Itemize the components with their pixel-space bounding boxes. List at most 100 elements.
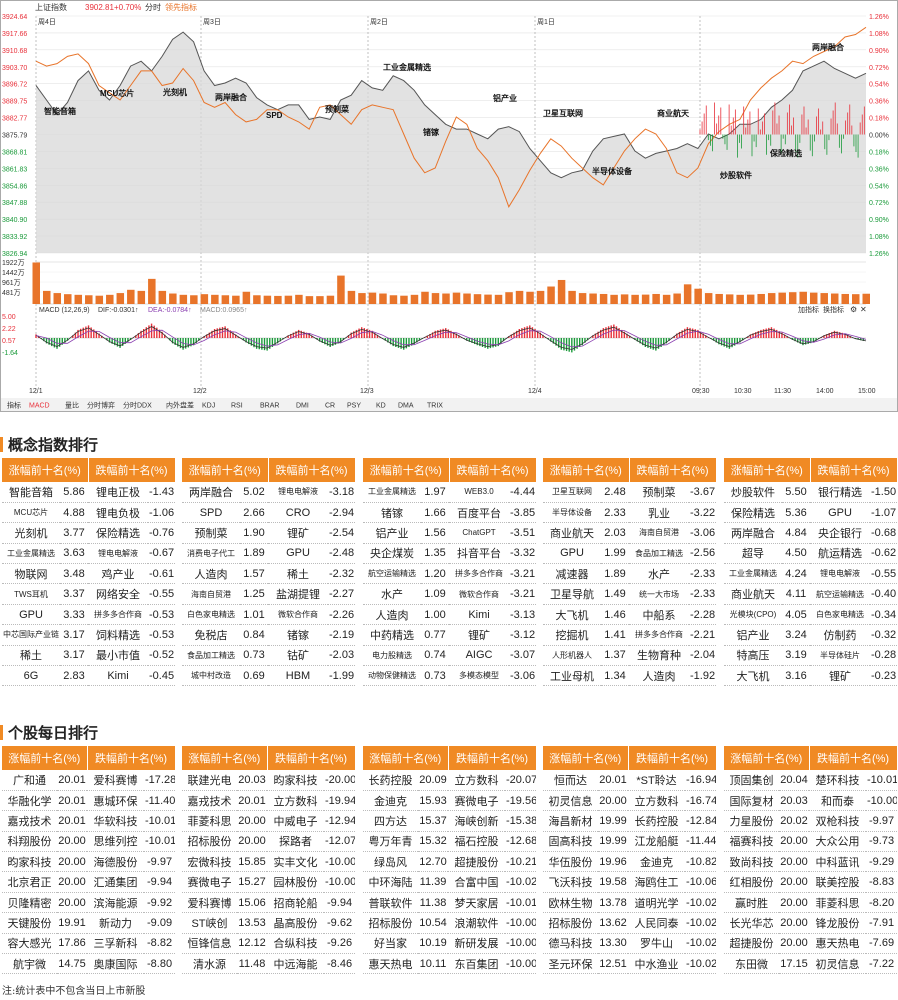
gainer-name[interactable]: 卫星导航 (543, 583, 601, 605)
loser-name[interactable]: 多模态模型 (449, 665, 510, 687)
gainer-name[interactable]: 赢时胜 (724, 892, 779, 914)
switch-indicator-button[interactable]: 换指标 (823, 305, 844, 314)
gainer-name[interactable]: 固高科技 (543, 831, 598, 853)
gainer-name[interactable]: 炒股软件 (724, 482, 782, 503)
gainer-name[interactable]: 消费电子代工 (182, 543, 240, 565)
loser-name[interactable]: GPU (268, 543, 329, 565)
gainer-name[interactable]: 力星股份 (724, 810, 779, 832)
loser-name[interactable]: 三孚新科 (87, 933, 145, 955)
gainer-name[interactable]: ST峡创 (182, 912, 237, 934)
indicator-tab-6[interactable]: KDJ (202, 403, 215, 410)
gainer-name[interactable]: 工业金属精选 (2, 543, 60, 565)
gainer-name[interactable]: 初灵信息 (543, 790, 598, 812)
loser-name[interactable]: 拼多多合作商 (629, 624, 690, 646)
loser-name[interactable]: 中远海能 (267, 953, 325, 975)
gainer-name[interactable]: 超导 (724, 543, 782, 565)
loser-name[interactable]: 海南自贸港 (629, 522, 690, 544)
gainer-name[interactable]: 大飞机 (543, 604, 601, 626)
loser-name[interactable]: 惠城环保 (87, 790, 145, 812)
gainer-name[interactable]: 卫星互联网 (543, 482, 601, 503)
loser-name[interactable]: 盐湖提锂 (268, 583, 329, 605)
gainer-name[interactable]: 嘉戎技术 (2, 810, 57, 832)
loser-name[interactable]: 仿制药 (810, 624, 871, 646)
loser-name[interactable]: 华软科技 (87, 810, 145, 832)
gainer-name[interactable]: 铝产业 (724, 624, 782, 646)
loser-name[interactable]: WEB3.0 (449, 482, 510, 503)
gainer-name[interactable]: 恒而达 (543, 770, 598, 791)
indicator-tab-2[interactable]: 量比 (65, 401, 79, 410)
gainer-name[interactable]: 四方达 (363, 810, 418, 832)
loser-name[interactable]: 人民同泰 (628, 912, 686, 934)
add-indicator-button[interactable]: 加指标 (798, 305, 819, 314)
loser-name[interactable]: 锂矿 (810, 665, 871, 687)
loser-name[interactable]: 统一大市场 (629, 583, 690, 605)
gainer-name[interactable]: 宏微科技 (182, 851, 237, 873)
gainer-name[interactable]: 容大感光 (2, 933, 57, 955)
loser-name[interactable]: 爱科赛博 (87, 770, 145, 791)
gainer-name[interactable]: 昀家科技 (2, 851, 57, 873)
gainer-name[interactable]: 绿岛风 (363, 851, 418, 873)
loser-name[interactable]: 合纵科技 (267, 933, 325, 955)
loser-name[interactable]: 航运精选 (810, 543, 871, 565)
gainer-name[interactable]: 光刻机 (2, 522, 60, 544)
gainer-name[interactable]: 惠天热电 (363, 953, 418, 975)
loser-name[interactable]: 锂矿 (449, 624, 510, 646)
gainer-name[interactable]: 北京君正 (2, 871, 57, 893)
gainer-name[interactable]: 招标股份 (543, 912, 598, 934)
gainer-name[interactable]: 菲菱科思 (182, 810, 237, 832)
gainer-name[interactable]: 长药控股 (363, 770, 418, 791)
gainer-name[interactable]: 飞沃科技 (543, 871, 598, 893)
loser-name[interactable]: 实丰文化 (267, 851, 325, 873)
gainer-name[interactable]: 电力股精选 (363, 645, 421, 667)
loser-name[interactable]: 水产 (629, 563, 690, 585)
gainer-name[interactable]: 恒锋信息 (182, 933, 237, 955)
gainer-name[interactable]: 中芯国际产业链 (2, 624, 60, 646)
loser-name[interactable]: 滨海能源 (87, 892, 145, 914)
gainer-name[interactable]: 工业金属精选 (363, 482, 421, 503)
loser-name[interactable]: 思维列控 (87, 831, 145, 853)
gainer-name[interactable]: 好当家 (363, 933, 418, 955)
loser-name[interactable]: 道明光学 (628, 892, 686, 914)
gainer-name[interactable]: 减速器 (543, 563, 601, 585)
gainer-name[interactable]: 赛微电子 (182, 871, 237, 893)
loser-name[interactable]: 双枪科技 (809, 810, 867, 832)
loser-name[interactable]: 中科蓝讯 (809, 851, 867, 873)
loser-name[interactable]: 锂电电解液 (88, 543, 149, 565)
gainer-name[interactable]: 华伍股份 (543, 851, 598, 873)
loser-name[interactable]: 奥康国际 (87, 953, 145, 975)
gainer-name[interactable]: 人造肉 (182, 563, 240, 585)
loser-name[interactable]: 海德股份 (87, 851, 145, 873)
loser-name[interactable]: 稀土 (268, 563, 329, 585)
loser-name[interactable]: 海鸥住工 (628, 871, 686, 893)
loser-name[interactable]: 中水渔业 (628, 953, 686, 975)
loser-name[interactable]: 乳业 (629, 502, 690, 524)
loser-name[interactable]: 长药控股 (628, 810, 686, 832)
loser-name[interactable]: 招商轮船 (267, 892, 325, 914)
gainer-name[interactable]: 华融化学 (2, 790, 57, 812)
loser-name[interactable]: 中威电子 (267, 810, 325, 832)
gainer-name[interactable]: 城中村改造 (182, 665, 240, 687)
loser-name[interactable]: Kimi (88, 665, 149, 687)
loser-name[interactable]: 园林股份 (267, 871, 325, 893)
loser-name[interactable]: 中船系 (629, 604, 690, 626)
gainer-name[interactable]: 德马科技 (543, 933, 598, 955)
gainer-name[interactable]: 顶固集创 (724, 770, 779, 791)
gainer-name[interactable]: 白色家电精选 (182, 604, 240, 626)
loser-name[interactable]: 晶高股份 (267, 912, 325, 934)
gainer-name[interactable]: 大飞机 (724, 665, 782, 687)
indicator-tab-3[interactable]: 分时博弈 (87, 401, 115, 410)
gainer-name[interactable]: 普联软件 (363, 892, 418, 914)
loser-name[interactable]: 微软合作商 (268, 604, 329, 626)
gainer-name[interactable]: 东田微 (724, 953, 779, 975)
loser-name[interactable]: 网络安全 (88, 583, 149, 605)
loser-name[interactable]: Kimi (449, 604, 510, 626)
gainer-name[interactable]: 嘉戎技术 (182, 790, 237, 812)
gainer-name[interactable]: 6G (2, 665, 60, 687)
loser-name[interactable]: 赛微电子 (448, 790, 506, 812)
gainer-name[interactable]: 天键股份 (2, 912, 57, 934)
gainer-name[interactable]: 科翔股份 (2, 831, 57, 853)
gainer-name[interactable]: MCU芯片 (2, 502, 60, 524)
gainer-name[interactable]: SPD (182, 502, 240, 524)
loser-name[interactable]: 金迪克 (628, 851, 686, 873)
loser-name[interactable]: 初灵信息 (809, 953, 867, 975)
